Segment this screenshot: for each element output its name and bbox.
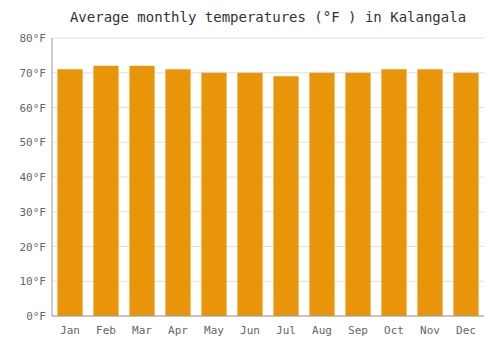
bar [129,66,154,316]
x-axis-line [52,316,484,317]
x-axis: Jan Feb Mar Apr May Jun Jul Aug Sep Oct Nov Dec [60,324,476,337]
bars [57,66,478,316]
x-tick-label: Jan [60,324,80,337]
x-tick-label: Dec [456,324,476,337]
x-tick-label: Oct [384,324,404,337]
bar [309,73,334,316]
y-tick-label: 80°F [20,32,47,45]
bar [381,69,406,316]
chart: Average monthly temperatures (°F ) in Ka… [0,0,500,350]
x-tick-label: Apr [168,324,188,337]
bar [237,73,262,316]
chart-container: Average monthly temperatures (°F ) in Ka… [0,0,500,350]
bar [165,69,190,316]
x-tick-label: Mar [132,324,152,337]
bar [93,66,118,316]
bar [201,73,226,316]
y-axis-line [52,38,53,316]
bar [453,73,478,316]
x-tick-label: Jul [276,324,296,337]
x-tick-label: Aug [312,324,332,337]
y-tick-label: 50°F [20,136,47,149]
bar [417,69,442,316]
bar [57,69,82,316]
y-tick-label: 10°F [20,275,47,288]
x-tick-label: Sep [348,324,368,337]
y-tick-label: 70°F [20,67,47,80]
title: Average monthly temperatures (°F ) in Ka… [70,9,466,25]
y-tick-label: 60°F [20,102,47,115]
grid-line [52,38,484,39]
y-axis: 0°F 10°F 20°F 30°F 40°F 50°F 60°F 70°F 80°F [20,32,485,323]
y-tick-label: 30°F [20,206,47,219]
grid-line [52,316,484,317]
bar [273,76,298,316]
y-tick-label: 40°F [20,171,47,184]
bar [345,73,370,316]
x-tick-label: May [204,324,224,337]
y-tick-label: 0°F [26,310,46,323]
x-tick-label: Nov [420,324,440,337]
x-tick-label: Feb [96,324,116,337]
x-tick-label: Jun [240,324,260,337]
y-tick-label: 20°F [20,241,47,254]
